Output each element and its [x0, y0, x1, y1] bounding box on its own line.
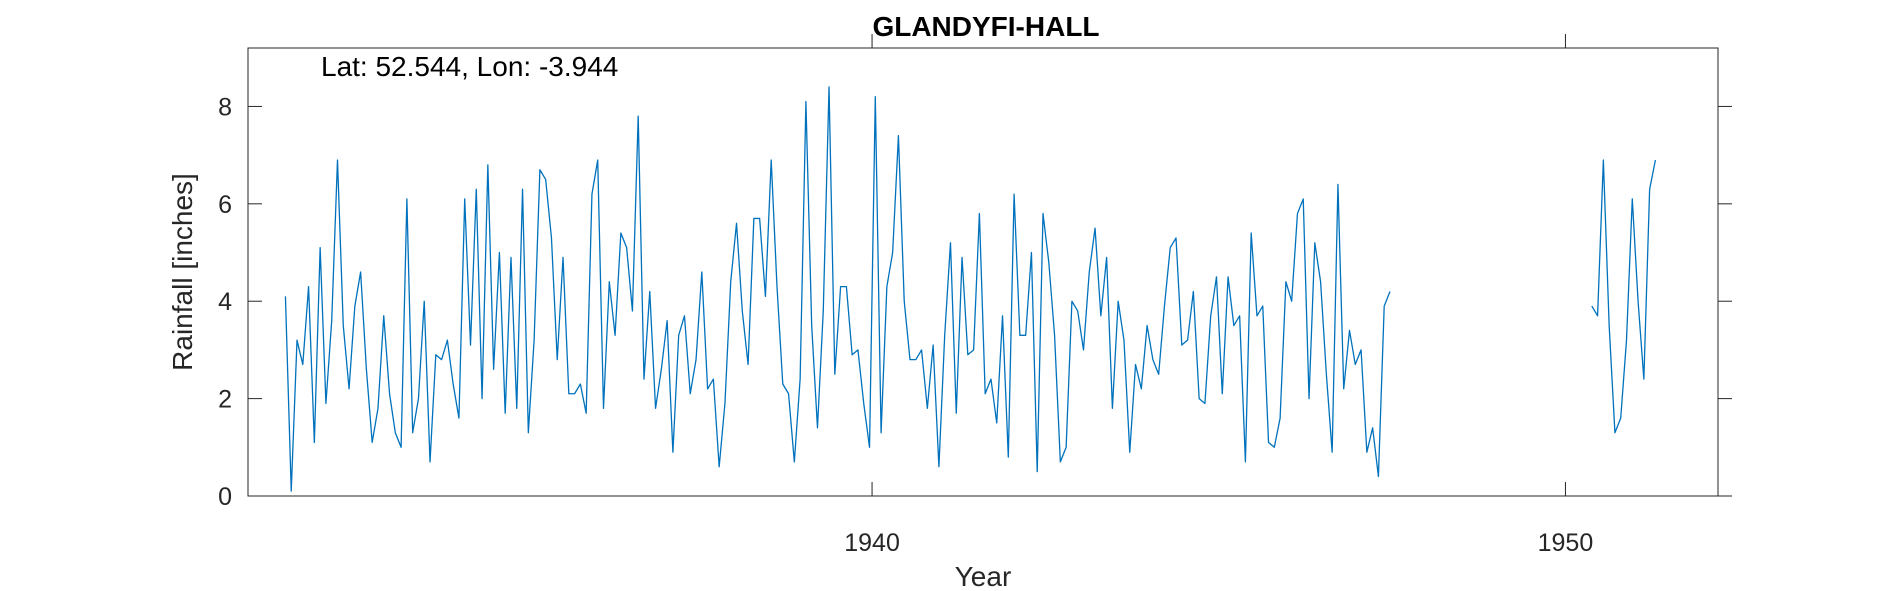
rainfall-series-line: [1591, 159, 1657, 434]
axes: 0 2 4 6 8 1940 1950: [218, 34, 1732, 557]
chart-title: GLANDYFI-HALL: [872, 11, 1099, 42]
y-tick-label: 0: [218, 483, 232, 511]
y-tick-label: 6: [218, 191, 232, 219]
location-annotation: Lat: 52.544, Lon: -3.944: [321, 51, 618, 82]
x-tick-label: 1940: [844, 529, 900, 557]
y-axis-label: Rainfall [inches]: [167, 173, 198, 371]
plot-area: [247, 47, 1719, 497]
y-tick-label: 2: [218, 386, 232, 414]
y-tick-label: 4: [218, 288, 232, 316]
x-axis-label: Year: [955, 561, 1012, 591]
y-tick-label: 8: [218, 93, 232, 121]
x-tick-label: 1950: [1538, 529, 1594, 557]
rainfall-series-line: [284, 86, 1391, 492]
series-group: [284, 86, 1657, 492]
